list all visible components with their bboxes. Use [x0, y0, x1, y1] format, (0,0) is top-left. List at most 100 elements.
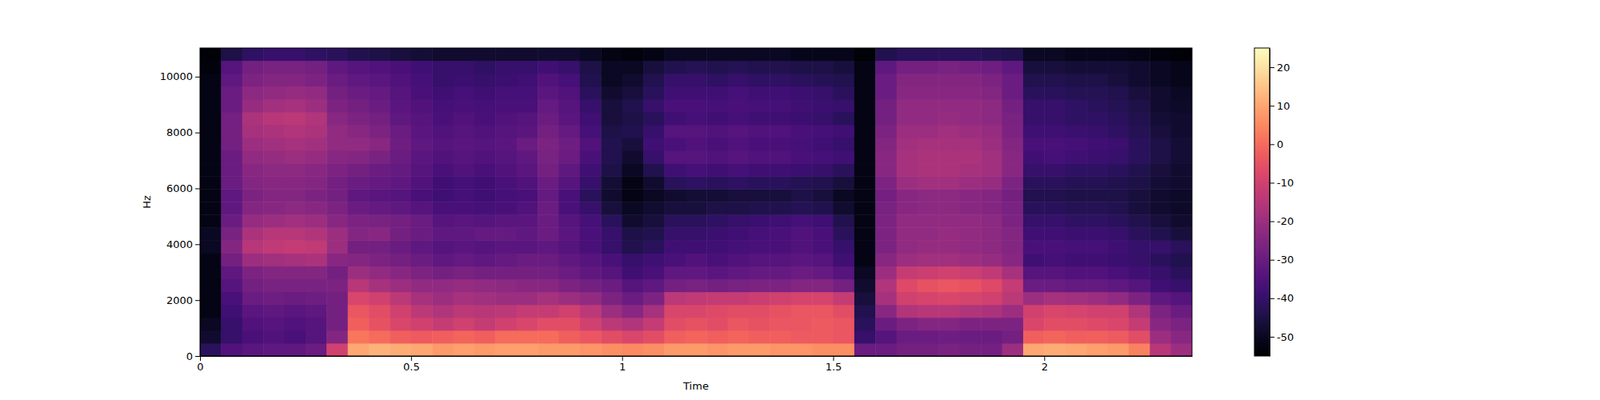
- cell: [474, 60, 496, 75]
- cell: [1023, 150, 1045, 164]
- cell: [1065, 188, 1088, 203]
- cell: [917, 137, 940, 152]
- cell: [580, 252, 602, 267]
- cell: [242, 201, 264, 216]
- cell: [263, 99, 285, 113]
- cell: [728, 112, 750, 126]
- cell: [368, 124, 391, 139]
- cell: [368, 214, 391, 228]
- cell: [580, 343, 602, 356]
- cell: [917, 112, 940, 126]
- cell: [1044, 60, 1066, 75]
- cell: [812, 252, 834, 267]
- cell: [706, 227, 728, 241]
- cell: [432, 240, 454, 254]
- cell: [1086, 73, 1108, 88]
- cell: [896, 86, 919, 100]
- cell: [748, 124, 771, 139]
- cell: [411, 60, 433, 75]
- cell: [1002, 188, 1024, 203]
- cell: [643, 266, 665, 280]
- cell: [495, 227, 517, 241]
- cell: [537, 176, 560, 190]
- cell: [769, 292, 792, 306]
- cell: [389, 201, 412, 216]
- cell: [854, 252, 876, 267]
- cell: [1023, 176, 1045, 190]
- cell: [1044, 73, 1066, 88]
- cell: [389, 112, 412, 126]
- cell: [537, 150, 560, 164]
- cell: [600, 240, 623, 254]
- cell: [600, 176, 623, 190]
- cell: [474, 163, 496, 177]
- cell: [368, 60, 391, 75]
- cell: [411, 150, 433, 164]
- cell: [495, 317, 517, 332]
- cell: [812, 112, 834, 126]
- cell: [1149, 214, 1172, 228]
- tick-mark: [1044, 356, 1045, 361]
- cell: [516, 99, 539, 113]
- cell: [706, 150, 728, 164]
- cell: [748, 60, 771, 75]
- cell: [832, 150, 855, 164]
- cell: [1107, 48, 1129, 61]
- cell: [1107, 317, 1129, 332]
- cell: [411, 112, 433, 126]
- cell: [453, 343, 476, 356]
- cell: [748, 99, 771, 113]
- cell: [664, 330, 686, 344]
- cell: [1086, 227, 1108, 241]
- cell: [263, 176, 285, 190]
- cell: [812, 176, 834, 190]
- cell: [516, 124, 539, 139]
- cell: [664, 73, 686, 88]
- cell: [832, 317, 855, 332]
- cell: [791, 227, 813, 241]
- cell: [326, 304, 348, 319]
- cell: [453, 48, 476, 61]
- cell: [728, 137, 750, 152]
- cell: [474, 86, 496, 100]
- cell: [1149, 252, 1172, 267]
- cell: [1002, 201, 1024, 216]
- cell: [664, 266, 686, 280]
- cell: [220, 292, 243, 306]
- cell: [432, 279, 454, 293]
- cell: [812, 163, 834, 177]
- cell: [980, 163, 1003, 177]
- cell: [263, 201, 285, 216]
- cell: [200, 124, 222, 139]
- cell: [453, 214, 476, 228]
- cell: [389, 99, 412, 113]
- cell: [1107, 266, 1129, 280]
- cell: [453, 60, 476, 75]
- cell: [368, 266, 391, 280]
- tick-label: 1.5: [825, 360, 843, 373]
- cell: [453, 99, 476, 113]
- cell: [516, 86, 539, 100]
- cell: [1107, 150, 1129, 164]
- cell: [200, 343, 222, 356]
- cell: [1023, 201, 1045, 216]
- cell: [1023, 99, 1045, 113]
- cell: [432, 176, 454, 190]
- tick-mark: [1269, 144, 1275, 145]
- cell: [474, 292, 496, 306]
- cell: [1086, 252, 1108, 267]
- cell: [622, 266, 644, 280]
- cell: [980, 48, 1003, 61]
- cell: [242, 343, 264, 356]
- cell: [1107, 343, 1129, 356]
- cell: [305, 330, 328, 344]
- cell: [812, 73, 834, 88]
- cell: [284, 150, 307, 164]
- tick-label: 0: [196, 360, 204, 373]
- cell: [495, 266, 517, 280]
- cell: [748, 201, 771, 216]
- cell: [917, 73, 940, 88]
- cell: [980, 112, 1003, 126]
- cell: [1086, 112, 1108, 126]
- cell: [980, 124, 1003, 139]
